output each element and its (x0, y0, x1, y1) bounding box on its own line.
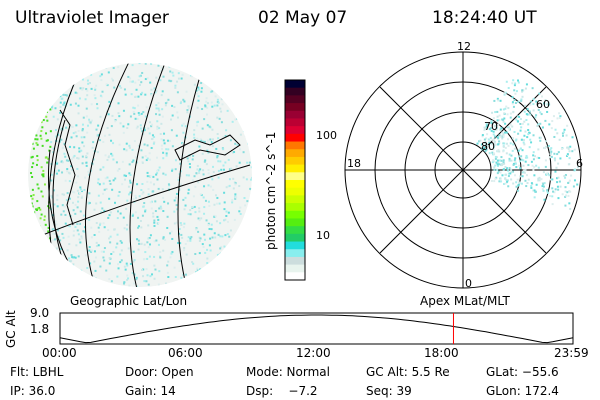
colorbar-segment (285, 95, 305, 104)
geographic-title: Geographic Lat/Lon (70, 294, 188, 308)
colorbar-segment (285, 172, 305, 181)
colorbar-segment (285, 256, 305, 266)
colorbar-segment (285, 218, 305, 227)
seq-status: Seq: 39 (366, 384, 412, 398)
dsp-status: Dsp: −7.2 (246, 384, 318, 398)
xtick: 00:00 (42, 346, 77, 360)
gc-alt-plot (59, 312, 574, 345)
glon-status: GLon: 172.4 (486, 384, 559, 398)
colorbar-segment (285, 187, 305, 196)
time-label: 18:24:40 UT (432, 8, 537, 28)
colorbar-segment (285, 149, 305, 158)
colorbar-segment (285, 126, 305, 135)
geographic-image (28, 63, 252, 287)
colorbar-segment (285, 180, 305, 189)
colorbar-segment (285, 226, 305, 235)
glat-status: GLat: −55.6 (486, 365, 559, 379)
gain-status: Gain: 14 (125, 384, 176, 398)
polar-label-12: 12 (457, 40, 471, 53)
colorbar-segment (285, 233, 305, 243)
timeline-ylabel: GC Alt (4, 310, 18, 348)
colorbar-label: photon cm^-2 s^-1 (264, 131, 278, 250)
polar-plot (344, 51, 582, 289)
lat-label-70: 70 (484, 120, 498, 133)
colorbar-segment (285, 272, 305, 281)
colorbar-segment (285, 195, 305, 204)
xtick: 18:00 (424, 346, 459, 360)
gc-alt-status: GC Alt: 5.5 Re (366, 365, 450, 379)
ymin-label: 1.8 (30, 322, 50, 336)
polar-label-0: 0 (465, 277, 472, 290)
xtick: 12:00 (296, 346, 331, 360)
ymax-label: 9.0 (30, 306, 50, 320)
lat-label-60: 60 (536, 98, 550, 111)
colorbar-segment (285, 133, 305, 143)
colorbar-segment (285, 164, 305, 173)
colorbar-segment (285, 103, 305, 112)
colorbar-segment (285, 249, 305, 258)
colorbar-segment (285, 118, 305, 127)
ip-status: IP: 36.0 (10, 384, 56, 398)
colorbar-segment (285, 264, 305, 273)
date-label: 02 May 07 (258, 8, 348, 28)
colorbar-segment (285, 241, 305, 250)
colorbar-segment (285, 141, 305, 150)
lat-label-80: 80 (481, 140, 495, 153)
polar-label-6: 6 (576, 157, 583, 170)
colorbar-tick-100: 100 (316, 129, 337, 142)
colorbar-tick-10: 10 (316, 229, 330, 242)
xtick: 23:59 (554, 346, 589, 360)
colorbar-segment (285, 210, 305, 219)
polar-label-18: 18 (347, 157, 361, 170)
colorbar-segment (285, 156, 305, 166)
colorbar-segment (285, 87, 305, 96)
colorbar-segment (285, 80, 305, 89)
xtick: 06:00 (168, 346, 203, 360)
colorbar (284, 79, 306, 281)
colorbar-segment (285, 110, 305, 119)
apex-title: Apex MLat/MLT (420, 294, 510, 308)
door-status: Door: Open (125, 365, 194, 379)
colorbar-segment (285, 203, 305, 212)
filter-status: Flt: LBHL (10, 365, 64, 379)
mode-status: Mode: Normal (246, 365, 330, 379)
instrument-title: Ultraviolet Imager (15, 8, 169, 28)
